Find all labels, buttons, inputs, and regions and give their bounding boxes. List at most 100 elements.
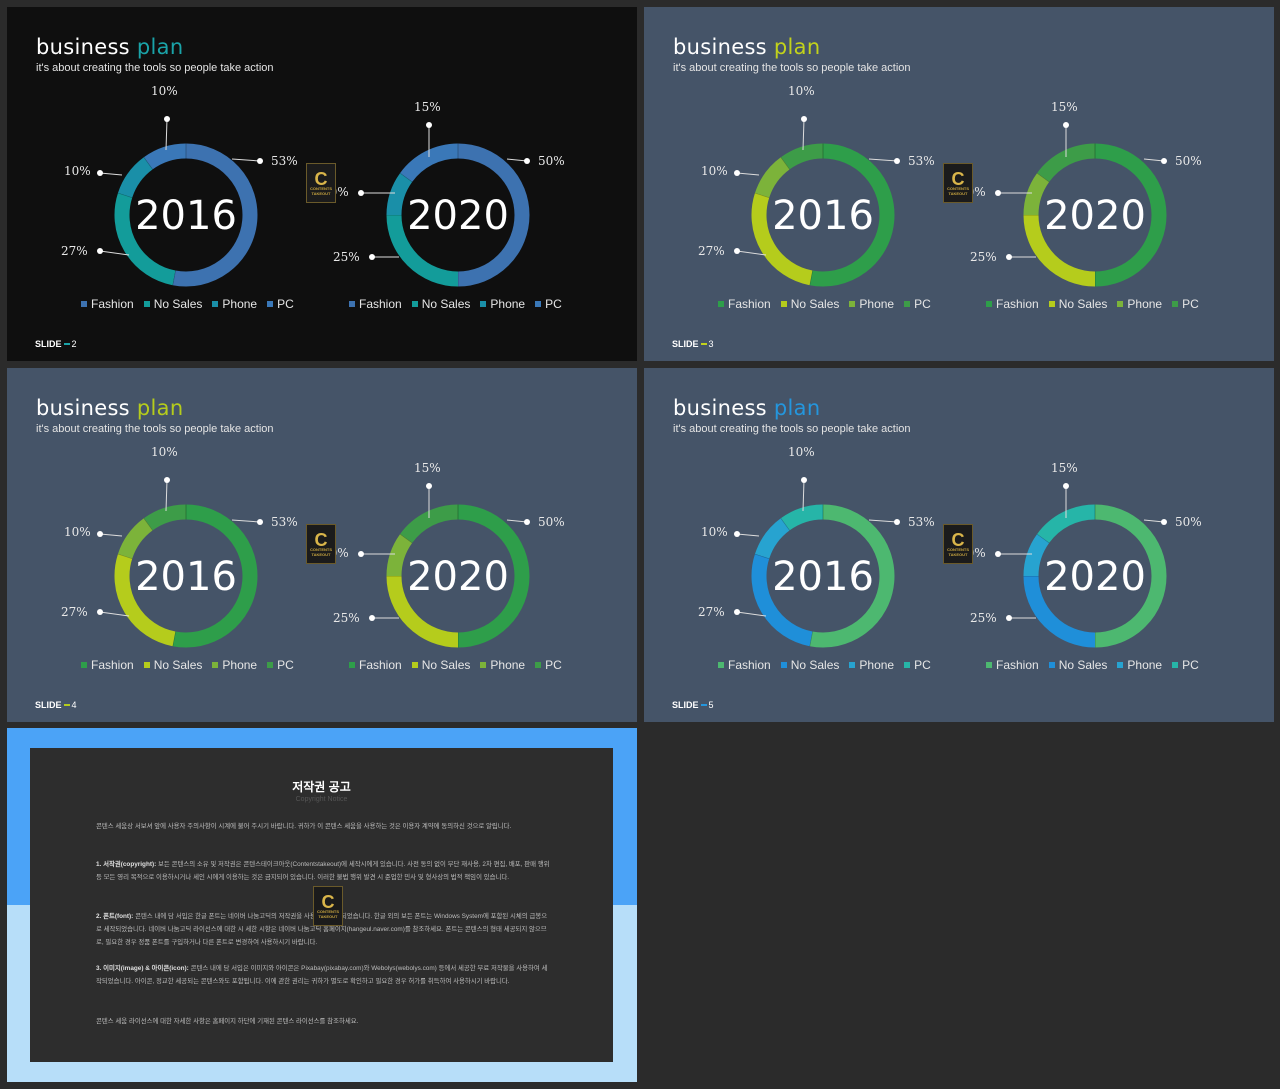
slide-subtitle: it's about creating the tools so people … xyxy=(673,423,911,435)
legend-swatch xyxy=(81,662,87,668)
legend-item: Phone xyxy=(480,658,525,672)
notice-footer: 콘텐스 세움 라이선스에 대한 자세한 사항은 홈페이지 하단에 기재된 콘텐스… xyxy=(96,1018,359,1025)
slide-title: business plan xyxy=(673,396,820,420)
legend-item: No Sales xyxy=(1048,658,1107,672)
donut-slice-no-sales xyxy=(751,553,813,647)
notice-image-text: 콘텐스 내에 담 서입은 이미지와 아이콘은 Pixabay(pixabay.c… xyxy=(96,965,548,985)
slide-title-main: business xyxy=(36,396,130,420)
slide-label: SLIDE xyxy=(35,339,62,349)
data-label-pc: 15% xyxy=(1051,100,1078,114)
legend-swatch xyxy=(1048,662,1055,668)
legend-item: No Sales xyxy=(1048,297,1108,311)
legend-swatch xyxy=(1172,301,1179,307)
donut-slice-fashion xyxy=(809,504,895,648)
logo-watermark: C CONTENTS TAKEOUT xyxy=(943,524,973,564)
slide-2[interactable]: business plan it's about creating the too… xyxy=(7,7,637,361)
slide-title: business plan xyxy=(36,35,183,59)
leader-dot xyxy=(734,609,740,615)
leader-dot xyxy=(257,158,263,164)
legend-2016: Fashion No Sales Phone PC xyxy=(81,297,294,311)
data-label-no-sales: 25% xyxy=(333,611,360,625)
data-label-fashion: 50% xyxy=(538,515,565,529)
legend-item: No Sales xyxy=(780,658,840,672)
legend-swatch xyxy=(904,662,911,668)
slide-dash xyxy=(63,342,70,345)
leader-line xyxy=(99,611,130,617)
donut-center-label: 2016 xyxy=(135,193,237,239)
slide-number: SLIDE 2 xyxy=(35,339,77,349)
legend-label: No Sales xyxy=(1058,297,1108,311)
donut-center-label: 2016 xyxy=(772,554,874,600)
copyright-notice-slide[interactable]: 저작권 공고 Copyright Notice 콘텐스 세움상 서보셔 앞에 사… xyxy=(7,728,637,1082)
legend-label: Phone xyxy=(490,297,526,311)
data-label-pc: 10% xyxy=(701,164,728,178)
donut-slice-pc xyxy=(143,504,187,531)
legend-item: Phone xyxy=(212,658,257,672)
legend-swatch xyxy=(718,301,724,307)
legend-item: No Sales xyxy=(143,658,203,672)
legend-label: Fashion xyxy=(91,297,134,311)
logo-sub: CONTENTS TAKEOUT xyxy=(947,547,969,557)
data-label-phone: 10% xyxy=(151,445,178,459)
legend-swatch xyxy=(986,662,992,668)
donut-slice-phone xyxy=(1023,533,1050,577)
legend-label: Phone xyxy=(222,658,258,672)
legend-swatch xyxy=(1117,662,1124,668)
donut-slice-fashion xyxy=(457,504,530,648)
legend-label: PC xyxy=(1182,658,1199,672)
data-label-phone: 10% xyxy=(788,84,815,98)
leader-dot xyxy=(734,248,740,254)
notice-subtitle: Copyright Notice xyxy=(295,796,348,803)
leader-line xyxy=(736,250,767,256)
leader-line xyxy=(868,519,898,523)
leader-dot xyxy=(358,190,364,196)
slide-5[interactable]: business plan it's about creating the too… xyxy=(644,368,1274,722)
leader-dot xyxy=(524,519,530,525)
legend-item: No Sales xyxy=(411,658,471,672)
slide-label: SLIDE xyxy=(35,700,62,710)
leader-dot xyxy=(734,170,740,176)
legend-label: Fashion xyxy=(728,658,771,672)
data-label-pc: 15% xyxy=(1051,461,1078,475)
data-label-no-sales: 27% xyxy=(698,605,725,619)
legend-swatch xyxy=(480,662,487,668)
slide-4[interactable]: business plan it's about creating the too… xyxy=(7,368,637,722)
donut-slice-pc xyxy=(400,143,459,183)
leader-line xyxy=(506,519,528,523)
leader-line xyxy=(1143,519,1165,523)
leader-dot xyxy=(1006,615,1012,621)
notice-image-para: 3. 이미지(image) & 아이콘(icon): 콘텐스 내에 담 서입은 … xyxy=(96,962,551,988)
legend-item: PC xyxy=(904,297,931,311)
legend-label: No Sales xyxy=(421,658,471,672)
leader-dot xyxy=(734,531,740,537)
donut-slice-fashion xyxy=(172,143,258,287)
legend-swatch xyxy=(212,662,219,668)
legend-label: No Sales xyxy=(153,658,203,672)
leader-line xyxy=(99,172,123,176)
donut-center-label: 2020 xyxy=(407,193,509,239)
legend-2016: Fashion No Sales Phone PC xyxy=(81,658,294,672)
donut-slice-phone xyxy=(117,518,154,559)
legend-label: No Sales xyxy=(421,297,471,311)
legend-item: No Sales xyxy=(143,297,203,311)
slide-3[interactable]: business plan it's about creating the too… xyxy=(644,7,1274,361)
legend-item: Phone xyxy=(849,658,894,672)
logo-letter: C xyxy=(314,169,328,189)
data-label-fashion: 50% xyxy=(538,154,565,168)
legend-label: No Sales xyxy=(790,658,840,672)
legend-label: No Sales xyxy=(153,297,203,311)
data-label-fashion: 53% xyxy=(271,154,298,168)
legend-swatch xyxy=(411,662,418,668)
legend-item: Phone xyxy=(849,297,894,311)
donut-chart-2016: 2016 53% 27% 10% 10% xyxy=(698,84,935,287)
leader-dot xyxy=(164,116,170,122)
donut-slice-no-sales xyxy=(386,575,459,648)
donut-slice-phone xyxy=(754,518,791,559)
logo-sub: CONTENTS TAKEOUT xyxy=(947,186,969,196)
slide-title-main: business xyxy=(36,35,130,59)
logo-letter: C xyxy=(314,530,328,550)
leader-dot xyxy=(369,615,375,621)
donut-center-label: 2020 xyxy=(407,554,509,600)
